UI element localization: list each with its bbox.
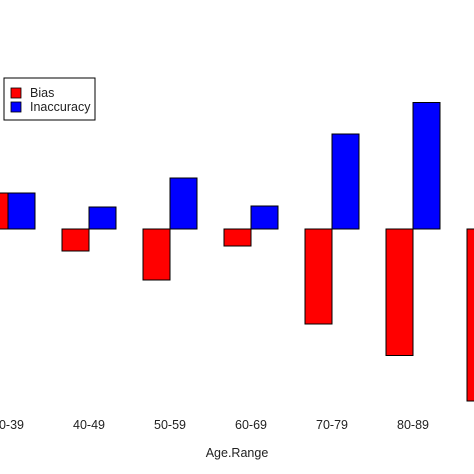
x-axis-label: Age.Range (206, 446, 269, 460)
bar-bias-60-69 (223, 228, 252, 247)
legend-label-inaccuracy: Inaccuracy (30, 100, 91, 114)
x-tick-label: 50-59 (154, 418, 186, 432)
bar-inaccuracy-50-59 (169, 177, 198, 230)
legend-swatch-inaccuracy (10, 101, 22, 113)
bar-bias-40-49 (61, 228, 90, 252)
bar-bias-50-59 (142, 228, 171, 281)
bar-inaccuracy-40-49 (88, 206, 117, 230)
x-tick-label: 40-49 (73, 418, 105, 432)
bar-inaccuracy-70-79 (331, 133, 360, 230)
bar-bias-80-89 (385, 228, 414, 356)
bar-bias-30-39 (0, 192, 9, 230)
x-tick-label: 70-79 (316, 418, 348, 432)
legend-swatch-bias (10, 87, 22, 99)
x-tick-label: 80-89 (397, 418, 429, 432)
x-tick-label: 60-69 (235, 418, 267, 432)
legend-box (3, 77, 96, 121)
bar-inaccuracy-80-89 (412, 102, 441, 230)
legend-label-bias: Bias (30, 86, 54, 100)
bars-layer (0, 102, 474, 402)
bar-inaccuracy-30-39 (7, 192, 36, 230)
bar-inaccuracy-60-69 (250, 205, 279, 230)
bar-bias-90+ (466, 228, 474, 402)
x-tick-label: 30-39 (0, 418, 24, 432)
legend: Bias Inaccuracy (3, 77, 96, 121)
bar-bias-70-79 (304, 228, 333, 325)
